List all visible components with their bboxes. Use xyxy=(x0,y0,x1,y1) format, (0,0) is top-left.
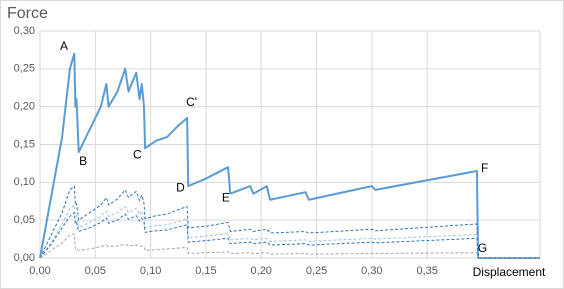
annotation: F xyxy=(481,161,488,175)
x-tick-label: 0,30 xyxy=(361,265,382,277)
y-tick-label: 0,15 xyxy=(14,138,35,150)
x-tick-label: 0,15 xyxy=(195,265,216,277)
y-tick-label: 0,30 xyxy=(14,25,35,37)
x-tick-label: 0,35 xyxy=(416,265,437,277)
x-tick-label: 0,25 xyxy=(306,265,327,277)
series-line xyxy=(39,52,540,259)
annotation: C xyxy=(133,147,142,161)
x-title-bg xyxy=(466,264,552,282)
y-axis-title: Force xyxy=(7,5,48,22)
annotation: G xyxy=(478,241,487,255)
y-tick-label: 0,25 xyxy=(14,63,35,75)
x-axis-title: Displacement xyxy=(473,265,546,279)
y-tick-label: 0,05 xyxy=(14,214,35,226)
annotation: E xyxy=(222,190,230,204)
series-line xyxy=(39,185,540,259)
series-line xyxy=(39,204,540,259)
y-tick-label: 0,10 xyxy=(14,176,35,188)
plot xyxy=(39,52,540,259)
x-tick-label: 0,05 xyxy=(85,265,106,277)
series-line xyxy=(39,212,540,259)
x-tick-label: 0,00 xyxy=(29,265,50,277)
x-tick-label: 0,10 xyxy=(140,265,161,277)
grid xyxy=(39,30,541,259)
annotation: D xyxy=(176,181,185,195)
x-tick-label: 0,20 xyxy=(251,265,272,277)
annotation: B xyxy=(79,154,87,168)
annotation: A xyxy=(60,39,68,53)
annotation: C' xyxy=(186,95,197,109)
y-tick-label: 0,20 xyxy=(14,101,35,113)
y-tick-label: 0,00 xyxy=(14,252,35,264)
